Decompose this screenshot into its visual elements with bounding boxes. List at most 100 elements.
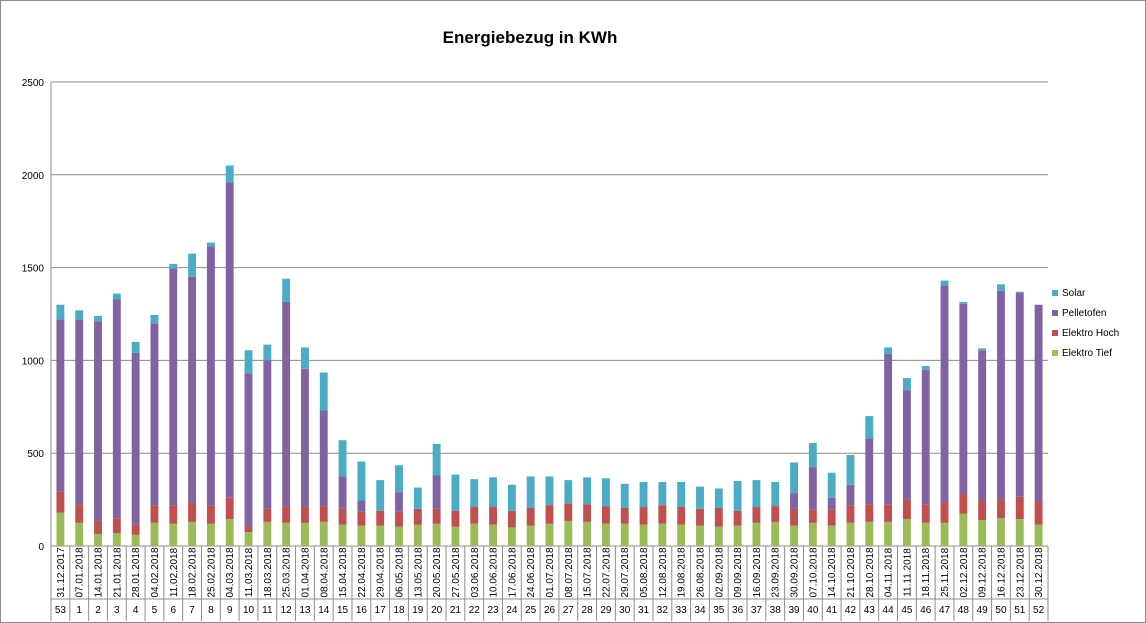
x-tick-label: 15.07.2018 — [583, 547, 594, 597]
x-week-label: 42 — [845, 605, 857, 616]
x-tick-label: 18.03.2018 — [263, 547, 274, 597]
bar-segment — [188, 521, 197, 546]
bar-segment — [940, 502, 949, 523]
x-tick-label: 30.09.2018 — [790, 547, 801, 597]
bar-segment — [282, 278, 291, 302]
bar-segment — [865, 521, 874, 546]
x-week-label: 32 — [657, 605, 669, 616]
bar-segment — [282, 522, 291, 546]
bar-segment — [75, 319, 84, 506]
x-tick-label: 11.03.2018 — [244, 547, 255, 597]
bar-segment — [395, 465, 403, 493]
x-tick-label: 23.09.2018 — [771, 547, 782, 597]
x-week-label: 16 — [356, 605, 368, 616]
x-tick-label: 02.12.2018 — [959, 547, 970, 597]
bar-segment — [263, 344, 272, 361]
bar-segment — [978, 348, 987, 351]
bar-segment — [56, 304, 65, 320]
bar-segment — [827, 472, 836, 498]
bar-segment — [169, 263, 178, 269]
bar-segment — [865, 504, 874, 522]
bar-segment — [451, 474, 460, 511]
x-week-label: 44 — [883, 605, 895, 616]
x-week-label: 43 — [864, 605, 876, 616]
x-week-label: 14 — [318, 605, 330, 616]
bar-segment — [526, 476, 535, 508]
x-tick-label: 25.02.2018 — [206, 547, 217, 597]
bar-segment — [1034, 304, 1043, 502]
x-week-label: 31 — [638, 605, 650, 616]
x-tick-label: 20.05.2018 — [432, 547, 443, 597]
bar-segment — [714, 488, 723, 508]
bar-segment — [470, 507, 479, 524]
x-tick-label: 15.04.2018 — [338, 547, 349, 597]
bar-segment — [319, 521, 328, 546]
bar-segment — [827, 525, 836, 546]
bar-segment — [902, 378, 911, 391]
bar-segment — [357, 511, 366, 526]
x-week-label: 38 — [770, 605, 782, 616]
bar-segment — [112, 533, 121, 546]
bar-segment — [959, 494, 968, 514]
bar-segment — [376, 480, 385, 511]
bar-segment — [921, 365, 930, 370]
bar-segment — [169, 505, 178, 524]
bar-segment — [752, 522, 761, 546]
bar-segment — [752, 507, 761, 523]
bar-segment — [677, 524, 686, 546]
x-tick-label: 08.07.2018 — [564, 547, 575, 597]
x-week-label: 33 — [676, 605, 688, 616]
x-tick-label: 27.05.2018 — [451, 547, 462, 597]
x-tick-label: 12.08.2018 — [658, 547, 669, 597]
x-week-label: 20 — [431, 605, 443, 616]
bar-segment — [319, 506, 328, 522]
bar-segment — [978, 520, 987, 546]
x-week-label: 24 — [506, 605, 518, 616]
legend-label: Pelletofen — [1062, 307, 1107, 319]
x-week-label: 29 — [600, 605, 612, 616]
bar-segment — [244, 350, 253, 374]
bar-segment — [639, 507, 648, 525]
bar-segment — [790, 493, 798, 509]
bar-segment — [188, 253, 197, 277]
bar-segment — [338, 508, 347, 525]
bar-segment — [131, 524, 140, 535]
x-week-label: 7 — [189, 605, 195, 616]
bar-segment — [338, 524, 347, 546]
x-week-label: 47 — [939, 605, 951, 616]
y-tick-label: 2500 — [22, 78, 45, 89]
bar-segment — [752, 480, 761, 508]
bar-segment — [338, 476, 347, 509]
legend-label: Elektro Hoch — [1062, 327, 1120, 339]
x-week-label: 4 — [133, 605, 139, 616]
x-tick-label: 30.12.2018 — [1034, 547, 1045, 597]
bar-segment — [564, 503, 573, 521]
x-week-label: 37 — [751, 605, 763, 616]
bar-segment — [601, 523, 610, 546]
bar-segment — [413, 524, 422, 546]
y-tick-label: 0 — [38, 542, 44, 553]
bar-segment — [432, 475, 441, 509]
x-tick-label: 13.05.2018 — [413, 547, 424, 597]
bar-segment — [658, 481, 667, 506]
bar-segment — [75, 505, 84, 523]
bar-segment — [225, 519, 234, 546]
bar-segment — [413, 508, 422, 525]
bar-segment — [620, 483, 629, 508]
bar-segment — [150, 505, 159, 523]
x-tick-label: 09.09.2018 — [733, 547, 744, 597]
x-tick-label: 14.01.2018 — [94, 547, 105, 597]
bar-segment — [357, 525, 366, 546]
x-week-label: 52 — [1033, 605, 1045, 616]
bar-segment — [808, 467, 817, 510]
bar-segment — [282, 301, 291, 507]
bar-segment — [677, 507, 686, 525]
bar-segment — [921, 522, 930, 546]
x-week-label: 51 — [1014, 605, 1026, 616]
bar-segment — [846, 505, 855, 523]
bar-segment — [846, 522, 855, 546]
bar-segment — [131, 352, 140, 525]
x-tick-label: 02.09.2018 — [714, 547, 725, 597]
bar-segment — [583, 477, 592, 505]
